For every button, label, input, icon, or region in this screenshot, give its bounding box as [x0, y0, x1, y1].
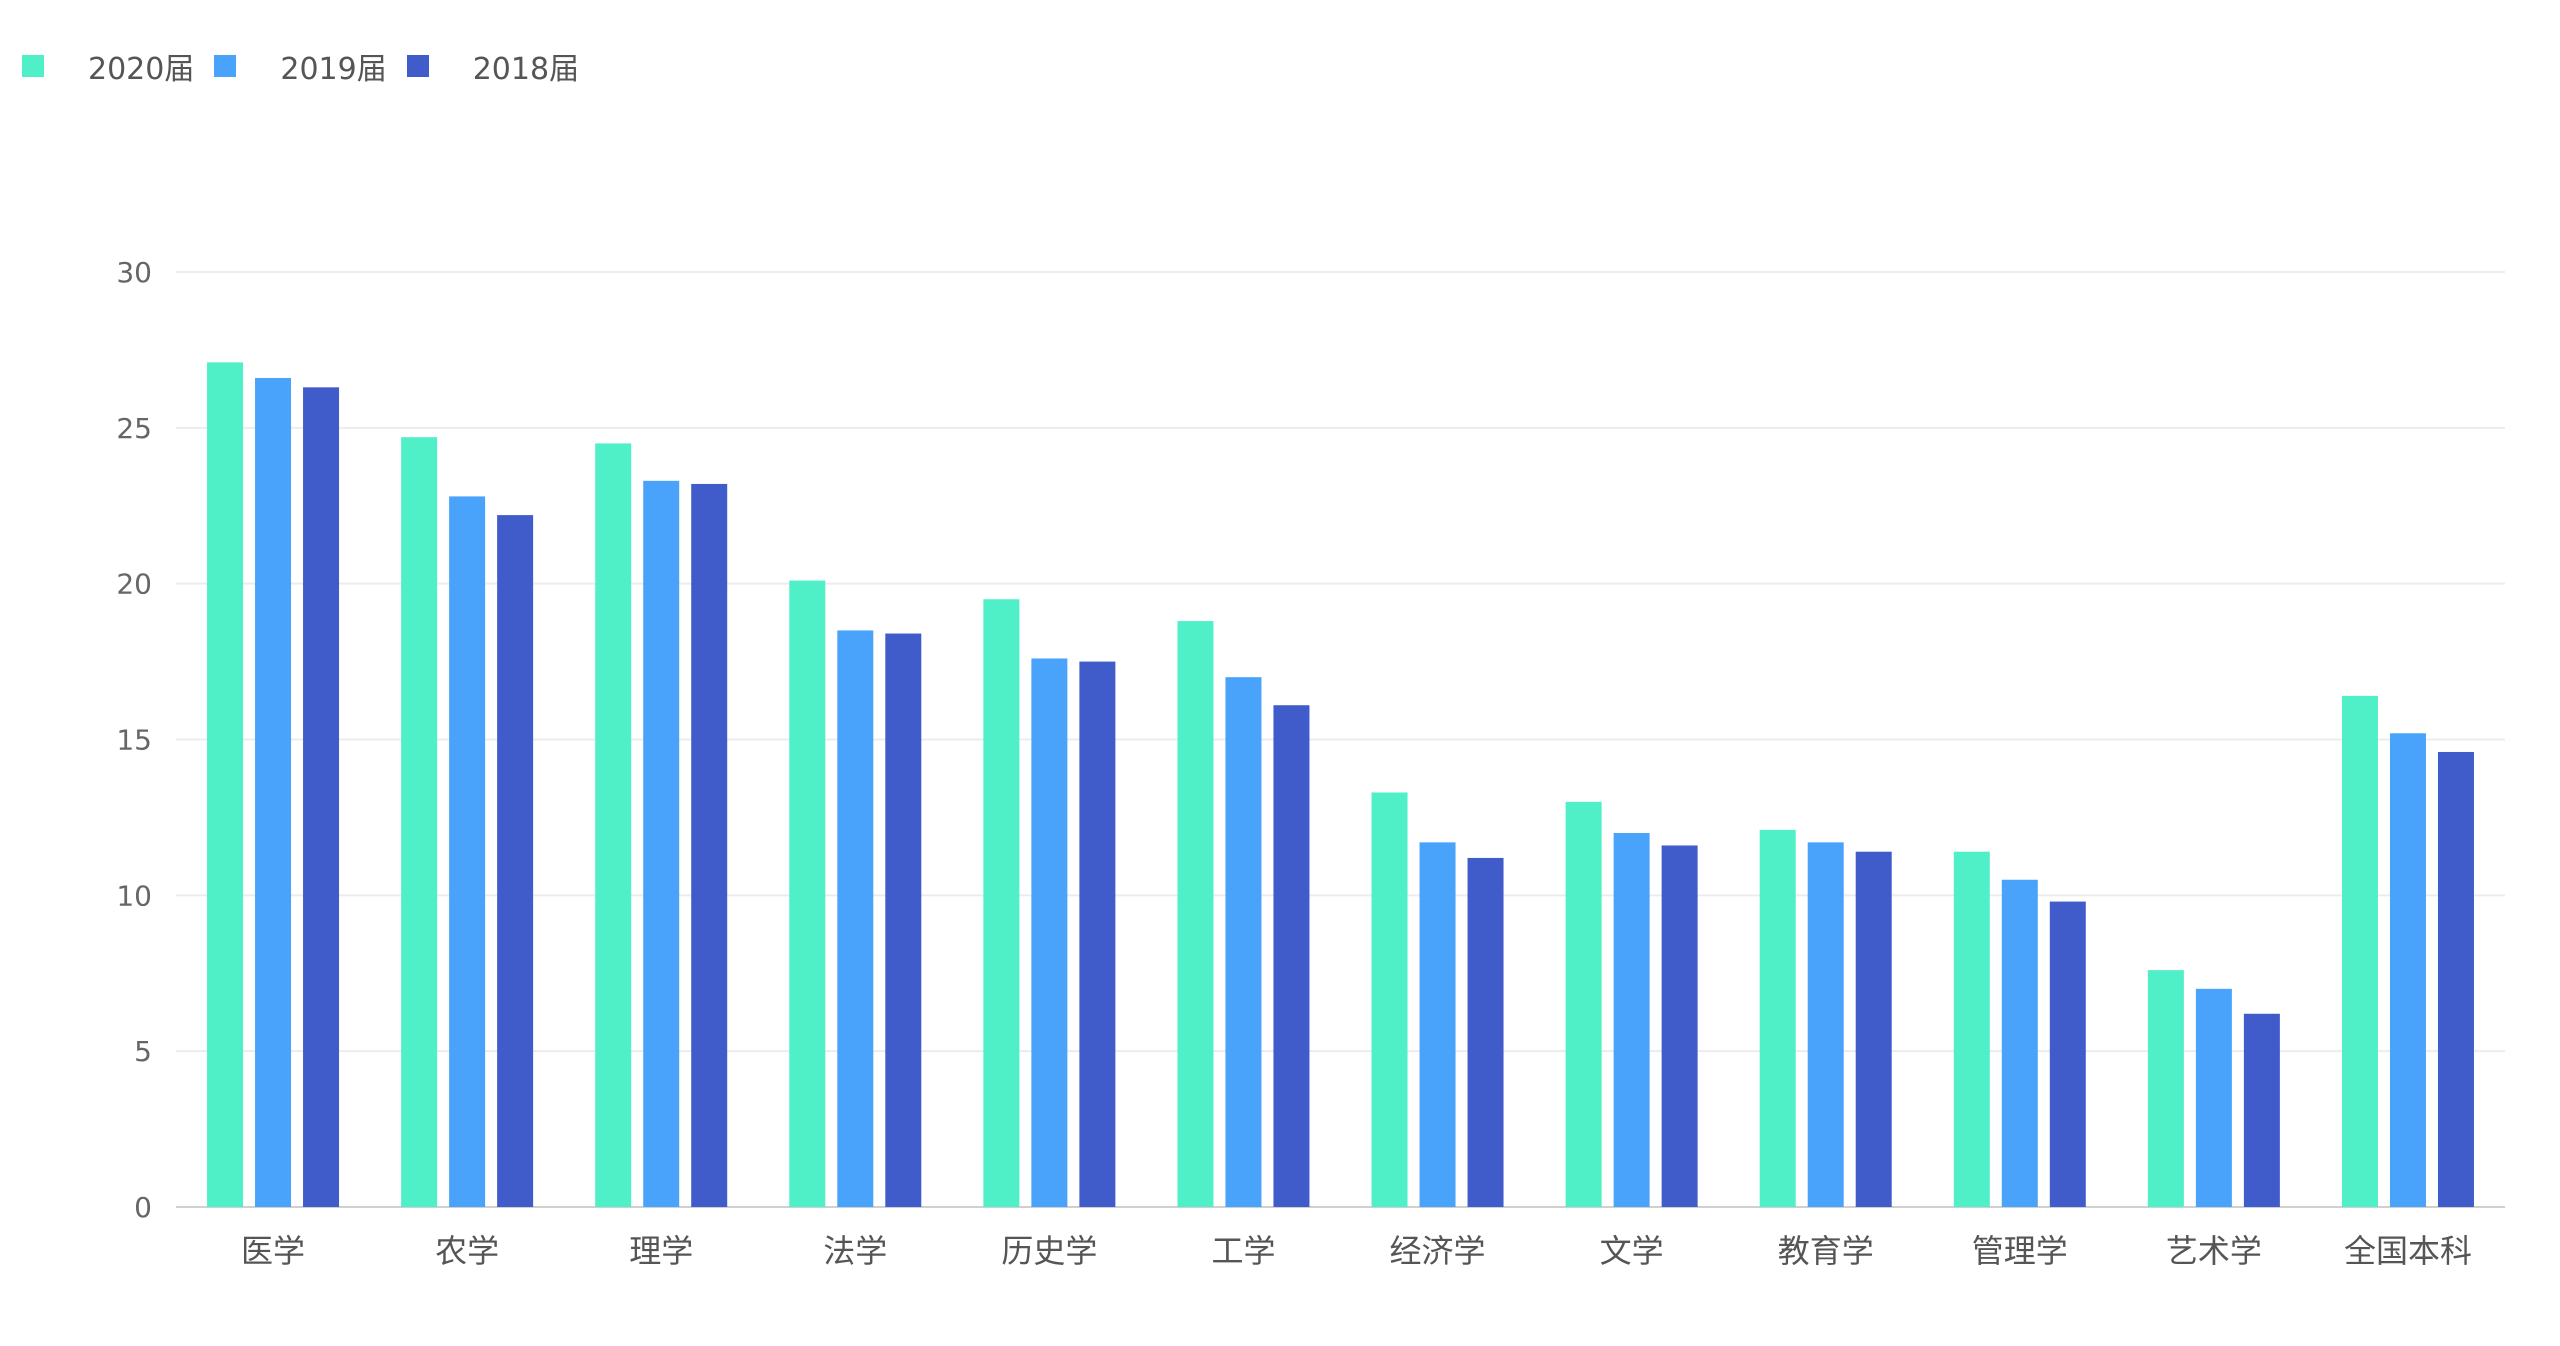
- legend-item-2018[interactable]: 2018届: [406, 44, 580, 88]
- bar-2018届-管理学: [2049, 901, 2086, 1207]
- y-tick-label: 5: [134, 1035, 152, 1068]
- x-category-label: 历史学: [1001, 1232, 1097, 1270]
- bar-2019届-理学: [643, 480, 680, 1208]
- bar-2019届-经济学: [1419, 842, 1456, 1207]
- chart-legend: 2020届 2019届 2018届: [22, 44, 599, 88]
- bar-2019届-工学: [1225, 677, 1262, 1207]
- bar-2020届-全国本科: [2341, 695, 2378, 1207]
- bar-2018届-农学: [497, 515, 534, 1207]
- bar-2019届-全国本科: [2389, 733, 2426, 1207]
- legend-item-2019[interactable]: 2019届: [214, 44, 387, 88]
- bar-2018届-教育学: [1855, 851, 1892, 1207]
- bar-2019届-管理学: [2001, 879, 2038, 1207]
- bar-2018届-全国本科: [2437, 751, 2474, 1207]
- x-category-label: 文学: [1600, 1232, 1664, 1270]
- x-category-label: 教育学: [1778, 1232, 1874, 1270]
- x-category-label: 工学: [1211, 1232, 1275, 1270]
- bar-2020届-法学: [789, 580, 826, 1207]
- bar-2020届-农学: [401, 437, 438, 1207]
- bar-2018届-经济学: [1467, 857, 1504, 1207]
- y-tick-label: 15: [116, 724, 152, 757]
- bar-2019届-历史学: [1031, 658, 1068, 1207]
- x-category-label: 医学: [241, 1232, 305, 1270]
- bar-2019届-艺术学: [2195, 988, 2232, 1207]
- bar-2019届-法学: [837, 630, 874, 1207]
- y-tick-label: 25: [116, 412, 152, 445]
- x-category-label: 经济学: [1390, 1232, 1486, 1270]
- bar-2020届-医学: [207, 362, 244, 1208]
- legend-swatch-2018: [406, 55, 429, 77]
- bar-2019届-医学: [255, 377, 292, 1207]
- bar-2020届-理学: [595, 443, 632, 1208]
- bar-2019届-文学: [1613, 833, 1650, 1207]
- y-tick-label: 10: [116, 879, 152, 912]
- bar-2020届-艺术学: [2147, 970, 2184, 1207]
- bar-2018届-理学: [691, 483, 728, 1207]
- bar-2020届-历史学: [983, 599, 1020, 1207]
- bar-2019届-教育学: [1807, 842, 1844, 1207]
- legend-label-2019: 2019届: [280, 52, 387, 87]
- x-category-label: 理学: [629, 1232, 693, 1270]
- bar-2020届-经济学: [1371, 792, 1408, 1207]
- bar-2018届-工学: [1273, 705, 1310, 1207]
- x-category-label: 农学: [435, 1232, 499, 1270]
- legend-swatch-2019: [214, 55, 237, 77]
- bar-2018届-文学: [1661, 845, 1698, 1207]
- x-category-label: 全国本科: [2344, 1232, 2472, 1270]
- y-tick-label: 20: [116, 568, 152, 601]
- bar-2020届-教育学: [1759, 829, 1796, 1207]
- bar-2020届-工学: [1177, 621, 1214, 1207]
- bar-2020届-文学: [1565, 801, 1602, 1207]
- bar-2020届-管理学: [1953, 851, 1990, 1207]
- bar-2018届-医学: [303, 387, 340, 1208]
- legend-label-2020: 2020届: [88, 52, 195, 87]
- bar-2018届-法学: [885, 633, 922, 1207]
- x-category-label: 管理学: [1972, 1232, 2068, 1270]
- legend-item-2020[interactable]: 2020届: [22, 44, 194, 88]
- bar-2019届-农学: [449, 496, 486, 1207]
- legend-swatch-2020: [22, 55, 44, 77]
- x-category-label: 法学: [823, 1232, 887, 1270]
- x-category-label: 艺术学: [2166, 1232, 2262, 1270]
- legend-label-2018: 2018届: [472, 52, 580, 87]
- bar-2018届-历史学: [1079, 661, 1116, 1207]
- y-tick-label: 30: [116, 256, 152, 289]
- y-tick-label: 0: [134, 1191, 152, 1224]
- bar-2018届-艺术学: [2243, 1013, 2280, 1207]
